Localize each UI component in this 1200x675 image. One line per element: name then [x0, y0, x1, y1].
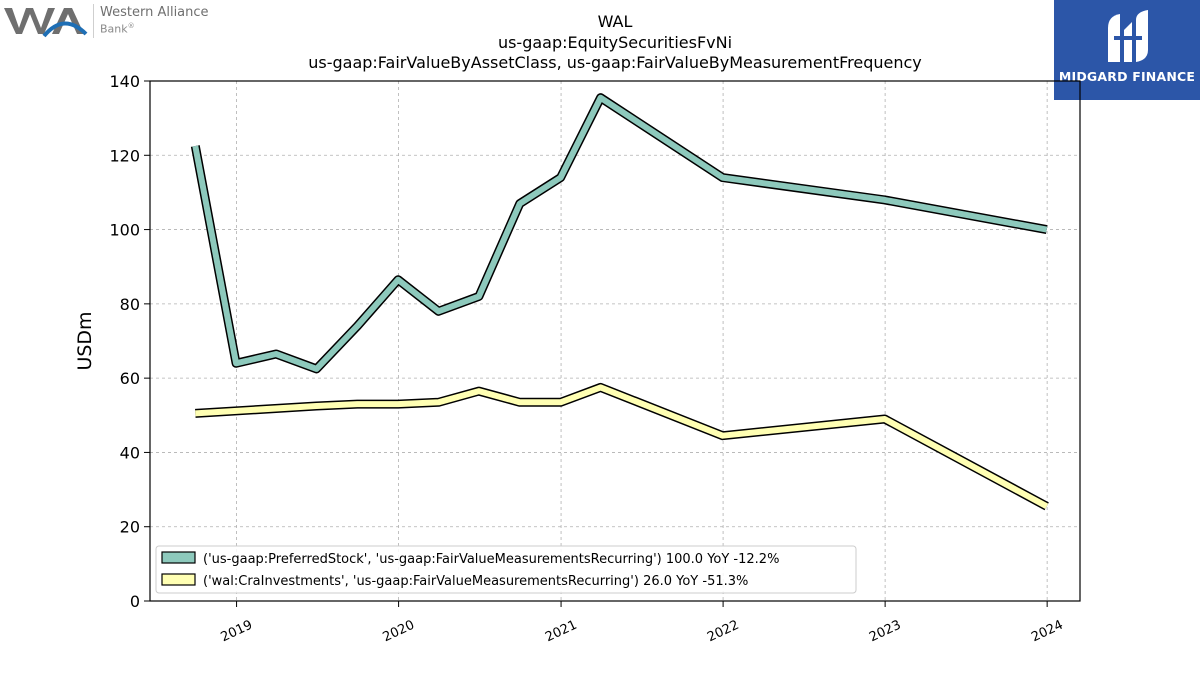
registered-mark: ®	[127, 22, 135, 30]
chart-legend: ('us-gaap:PreferredStock', 'us-gaap:Fair…	[155, 545, 857, 594]
x-tick-label: 2022	[705, 618, 741, 646]
y-axis-label: USDm	[74, 311, 96, 370]
legend-box	[155, 545, 857, 594]
y-tick-label: 100	[109, 221, 140, 240]
x-axis: 2019 2020 2021 2022 2023 2024	[219, 601, 1066, 645]
x-tick-label: 2021	[543, 618, 579, 646]
x-tick-label: 2020	[381, 618, 417, 646]
chart-subtitle-1: us-gaap:EquitySecuritiesFvNi	[498, 33, 732, 52]
company-subname-text: Bank	[100, 22, 128, 36]
y-tick-label: 140	[109, 72, 140, 91]
midgard-finance-label: MIDGARD FINANCE	[1058, 69, 1196, 84]
legend-label-1: ('us-gaap:PreferredStock', 'us-gaap:Fair…	[203, 552, 779, 567]
y-tick-label: 40	[120, 443, 140, 462]
y-tick-label: 0	[130, 592, 140, 611]
y-tick-label: 20	[120, 518, 140, 537]
chart-grid	[150, 80, 1080, 602]
midgard-logo-icon	[1108, 10, 1148, 62]
x-tick-label: 2023	[867, 618, 903, 646]
company-subname: Bank®	[100, 22, 135, 36]
company-name: Western Alliance	[100, 5, 209, 20]
chart-title: WAL	[598, 12, 633, 31]
chart-series	[190, 93, 1049, 511]
logo-divider	[93, 4, 94, 38]
wal-logo-icon	[4, 8, 88, 38]
western-alliance-logo: Western Alliance Bank®	[4, 4, 234, 40]
series-line-1	[192, 94, 1048, 372]
y-tick-label: 60	[120, 369, 140, 388]
y-tick-label: 80	[120, 295, 140, 314]
y-axis: 0 20 40 60 80 100 120 140	[109, 72, 150, 611]
legend-label-2: ('wal:CraInvestments', 'us-gaap:FairValu…	[203, 574, 748, 589]
plot-frame	[149, 80, 1081, 602]
y-tick-label: 120	[109, 146, 140, 165]
x-tick-label: 2024	[1029, 618, 1065, 646]
series-outline-1	[190, 93, 1048, 374]
legend-swatch-2	[161, 573, 196, 586]
midgard-finance-badge: MIDGARD FINANCE	[1054, 0, 1200, 100]
legend-swatch-1	[161, 551, 196, 564]
series-line-2	[195, 384, 1049, 509]
x-tick-label: 2019	[219, 618, 255, 646]
chart-subtitle-2: us-gaap:FairValueByAssetClass, us-gaap:F…	[308, 53, 922, 72]
